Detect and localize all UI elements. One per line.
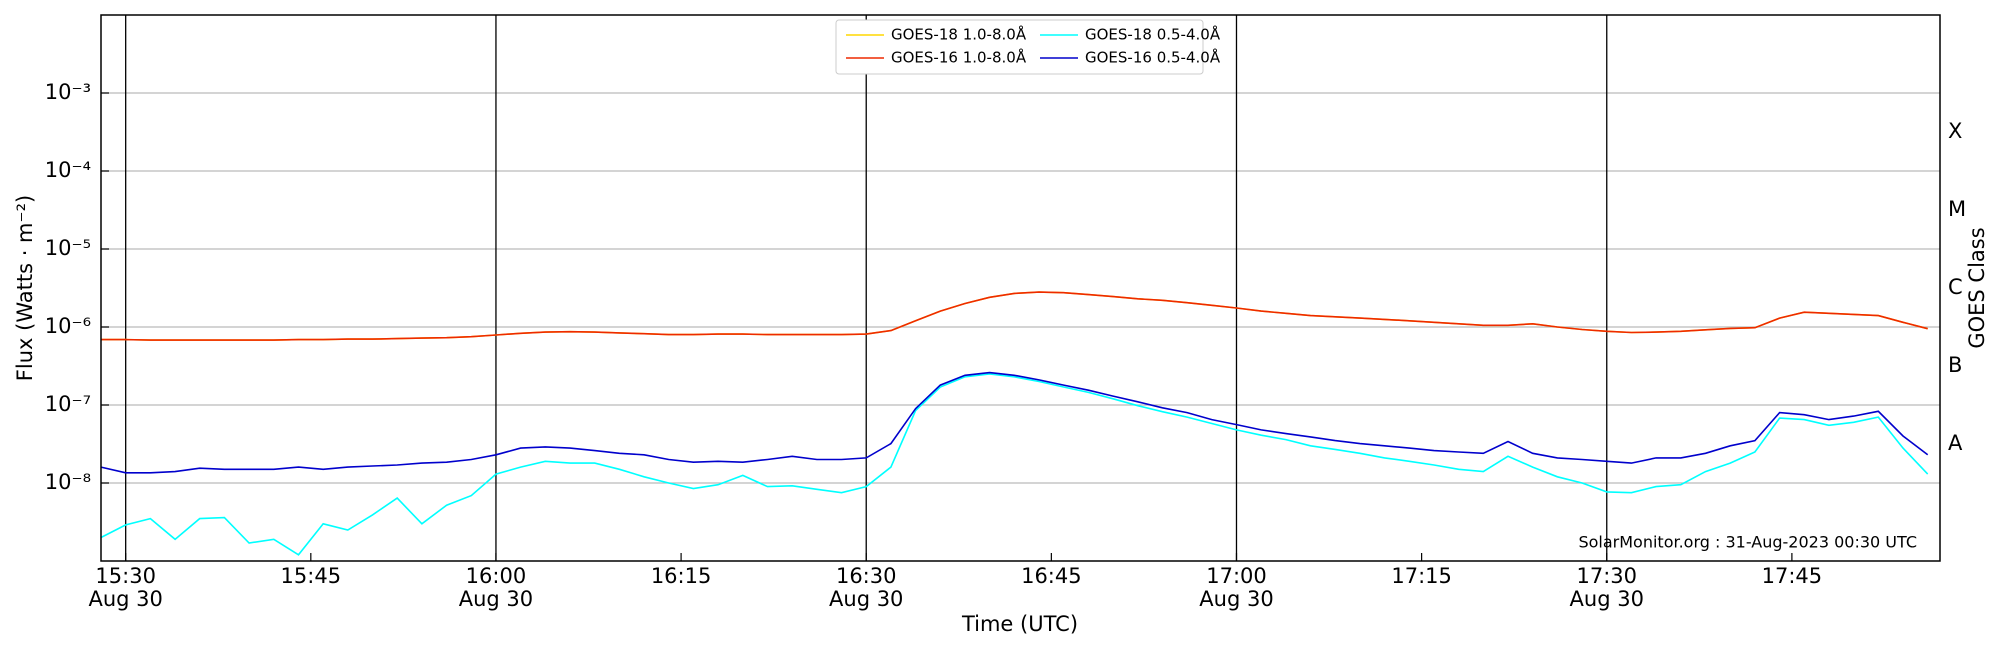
y2-axis-label: GOES Class xyxy=(1965,227,1989,348)
y-tick-label: 10⁻³ xyxy=(45,80,91,104)
y2-tick-label: B xyxy=(1948,353,1962,377)
plot-frame xyxy=(100,14,1941,562)
y-tick-label: 10⁻⁶ xyxy=(45,314,91,338)
x-tick-date: Aug 30 xyxy=(1199,587,1273,611)
legend-label: GOES-18 1.0-8.0Å xyxy=(891,25,1027,44)
legend-box xyxy=(835,19,1204,75)
grid xyxy=(101,15,1940,561)
y-tick-label: 10⁻⁸ xyxy=(45,470,91,494)
x-tick-label: 17:00 xyxy=(1206,564,1267,588)
x-tick-label: 15:45 xyxy=(281,564,342,588)
annotation: SolarMonitor.org : 31-Aug-2023 00:30 UTC xyxy=(1578,533,1917,552)
x-tick-label: 17:15 xyxy=(1391,564,1452,588)
x-tick-label: 16:45 xyxy=(1021,564,1082,588)
y2-tick-label: C xyxy=(1948,275,1963,299)
y-tick-label: 10⁻⁴ xyxy=(45,158,91,182)
x-tick-date: Aug 30 xyxy=(88,587,162,611)
x-axis-label: Time (UTC) xyxy=(961,612,1078,636)
x-tick-label: 16:00 xyxy=(466,564,527,588)
legend-label: GOES-16 1.0-8.0Å xyxy=(891,48,1027,67)
x-tick-label: 15:30 xyxy=(95,564,156,588)
x-tick-label: 16:15 xyxy=(651,564,712,588)
legend-label: GOES-18 0.5-4.0Å xyxy=(1085,25,1221,44)
x-tick-label: 17:30 xyxy=(1576,564,1637,588)
x-tick-date: Aug 30 xyxy=(459,587,533,611)
legend-label: GOES-16 0.5-4.0Å xyxy=(1085,48,1221,67)
y2-tick-label: X xyxy=(1948,119,1962,143)
x-tick-date: Aug 30 xyxy=(1570,587,1644,611)
series-line xyxy=(100,371,1929,474)
x-tick-label: 17:45 xyxy=(1762,564,1823,588)
x-tick-label: 16:30 xyxy=(836,564,897,588)
series-line xyxy=(100,373,1929,556)
legend: GOES-18 1.0-8.0Å GOES-16 1.0-8.0Å GOES-18 … xyxy=(835,19,1221,75)
y-tick-label: 10⁻⁷ xyxy=(45,392,91,416)
series-line xyxy=(101,291,1928,341)
y-axis-label: Flux (Watts · m⁻²) xyxy=(13,195,37,381)
y-tick-label: 10⁻⁵ xyxy=(45,236,91,260)
y2-tick-label: M xyxy=(1948,197,1966,221)
y2-tick-label: A xyxy=(1948,431,1963,455)
x-tick-date: Aug 30 xyxy=(829,587,903,611)
